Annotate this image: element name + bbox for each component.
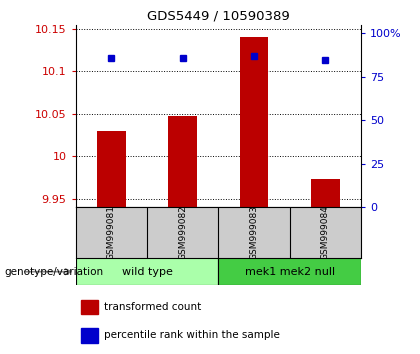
Title: GDS5449 / 10590389: GDS5449 / 10590389: [147, 9, 290, 22]
Bar: [97, 131, 126, 207]
Text: GSM999081: GSM999081: [107, 205, 116, 260]
Bar: [81, 328, 98, 343]
Text: GSM999082: GSM999082: [178, 205, 187, 260]
Text: genotype/variation: genotype/variation: [4, 267, 103, 277]
Bar: [168, 116, 197, 207]
Text: percentile rank within the sample: percentile rank within the sample: [104, 330, 280, 341]
Text: GSM999084: GSM999084: [321, 205, 330, 260]
Bar: [311, 179, 340, 207]
Text: transformed count: transformed count: [104, 302, 202, 312]
Bar: [76, 258, 218, 285]
Bar: [81, 300, 98, 314]
Bar: [218, 258, 361, 285]
Text: mek1 mek2 null: mek1 mek2 null: [245, 267, 335, 277]
Bar: [240, 38, 268, 207]
Text: GSM999083: GSM999083: [249, 205, 259, 260]
Text: wild type: wild type: [121, 267, 173, 277]
